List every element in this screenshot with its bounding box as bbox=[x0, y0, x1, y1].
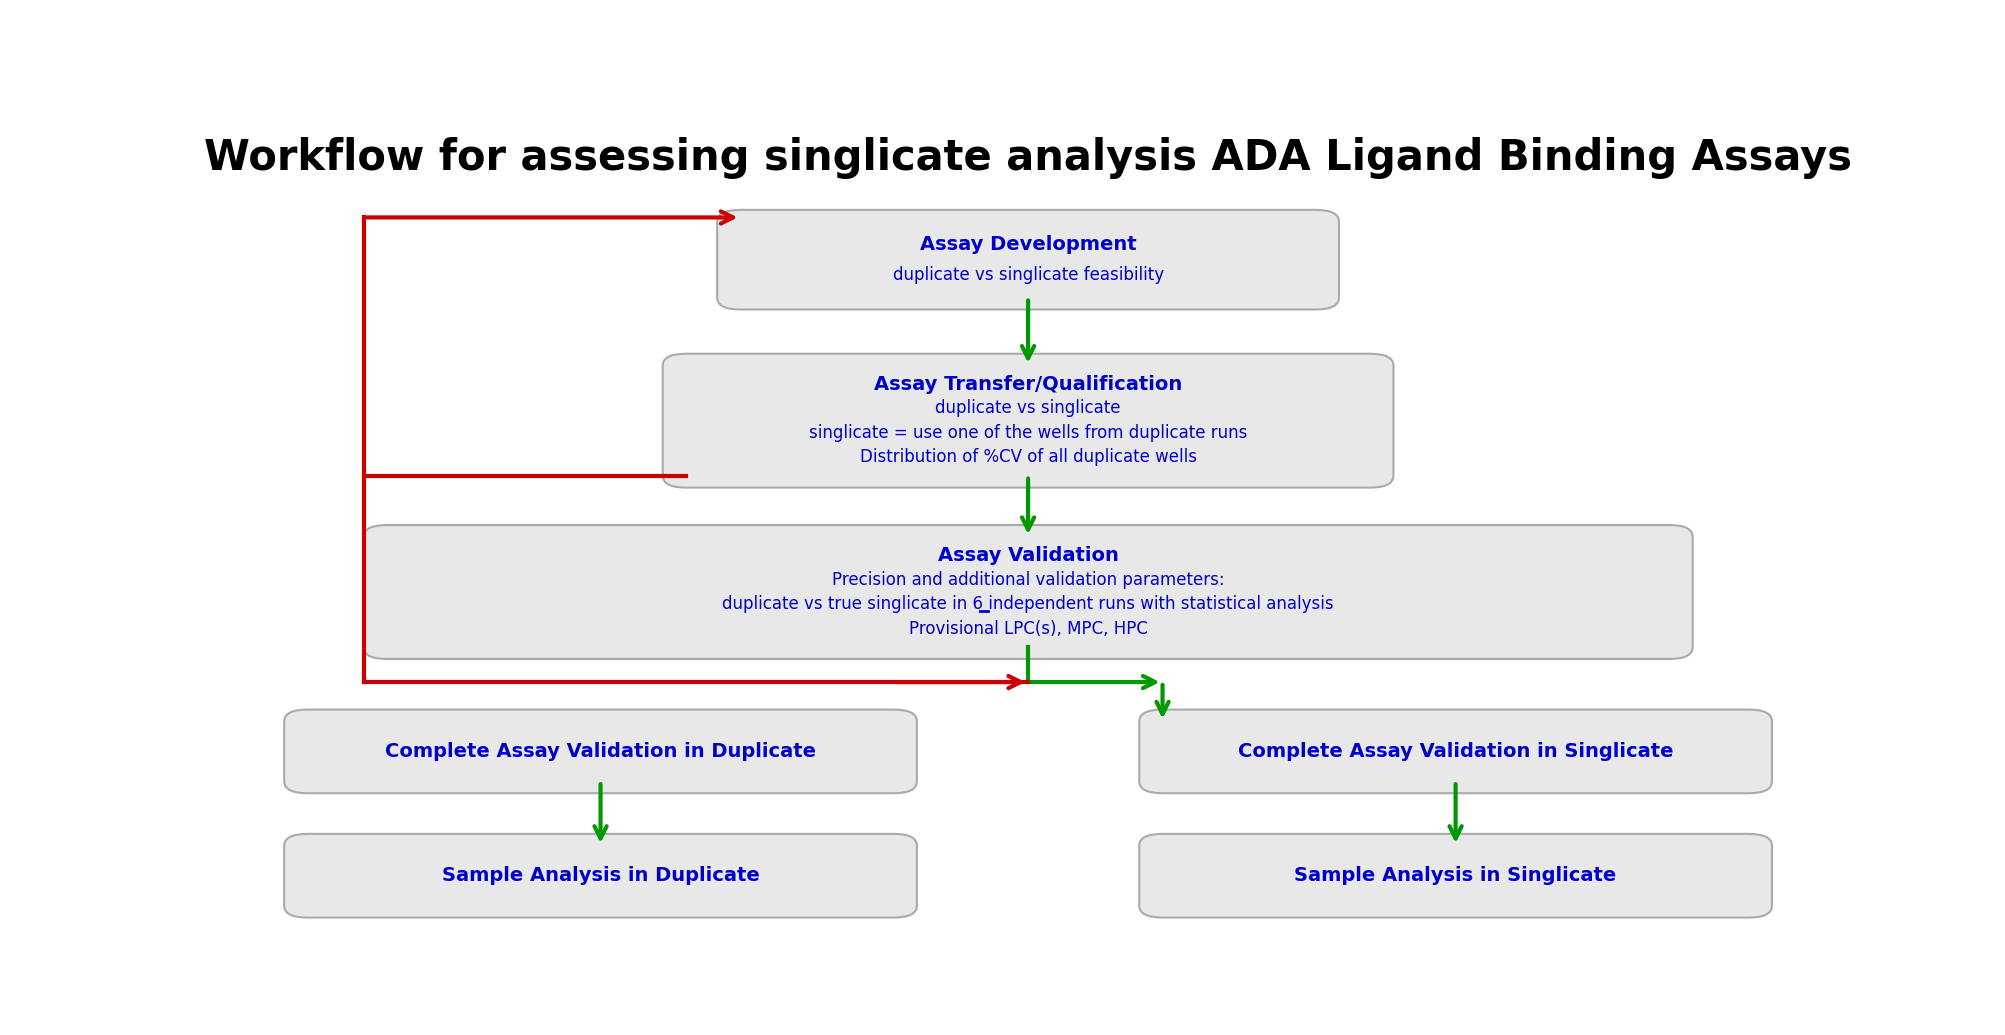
Text: duplicate vs true singlicate in 6 independent runs with statistical analysis: duplicate vs true singlicate in 6 indepe… bbox=[722, 595, 1333, 613]
FancyBboxPatch shape bbox=[285, 710, 916, 793]
FancyBboxPatch shape bbox=[662, 354, 1393, 487]
Text: Distribution of %CV of all duplicate wells: Distribution of %CV of all duplicate wel… bbox=[860, 448, 1195, 467]
FancyBboxPatch shape bbox=[718, 210, 1339, 309]
Text: Sample Analysis in Duplicate: Sample Analysis in Duplicate bbox=[441, 866, 760, 885]
Text: Complete Assay Validation in Singlicate: Complete Assay Validation in Singlicate bbox=[1237, 742, 1672, 761]
FancyBboxPatch shape bbox=[285, 834, 916, 918]
Text: singlicate = use one of the wells from duplicate runs: singlicate = use one of the wells from d… bbox=[808, 424, 1247, 442]
Text: duplicate vs singlicate feasibility: duplicate vs singlicate feasibility bbox=[892, 266, 1163, 284]
Text: Provisional LPC(s), MPC, HPC: Provisional LPC(s), MPC, HPC bbox=[908, 620, 1147, 638]
Text: Precision and additional validation parameters:: Precision and additional validation para… bbox=[832, 570, 1223, 589]
FancyBboxPatch shape bbox=[1139, 710, 1770, 793]
Text: Assay Development: Assay Development bbox=[920, 235, 1135, 254]
Text: Assay Validation: Assay Validation bbox=[936, 545, 1119, 565]
FancyBboxPatch shape bbox=[363, 525, 1692, 659]
FancyBboxPatch shape bbox=[1139, 834, 1770, 918]
Text: Assay Transfer/Qualification: Assay Transfer/Qualification bbox=[874, 375, 1181, 393]
Text: Sample Analysis in Singlicate: Sample Analysis in Singlicate bbox=[1293, 866, 1616, 885]
Text: Complete Assay Validation in Duplicate: Complete Assay Validation in Duplicate bbox=[385, 742, 816, 761]
Text: Workflow for assessing singlicate analysis ADA Ligand Binding Assays: Workflow for assessing singlicate analys… bbox=[205, 137, 1851, 179]
Text: duplicate vs singlicate: duplicate vs singlicate bbox=[934, 400, 1121, 417]
